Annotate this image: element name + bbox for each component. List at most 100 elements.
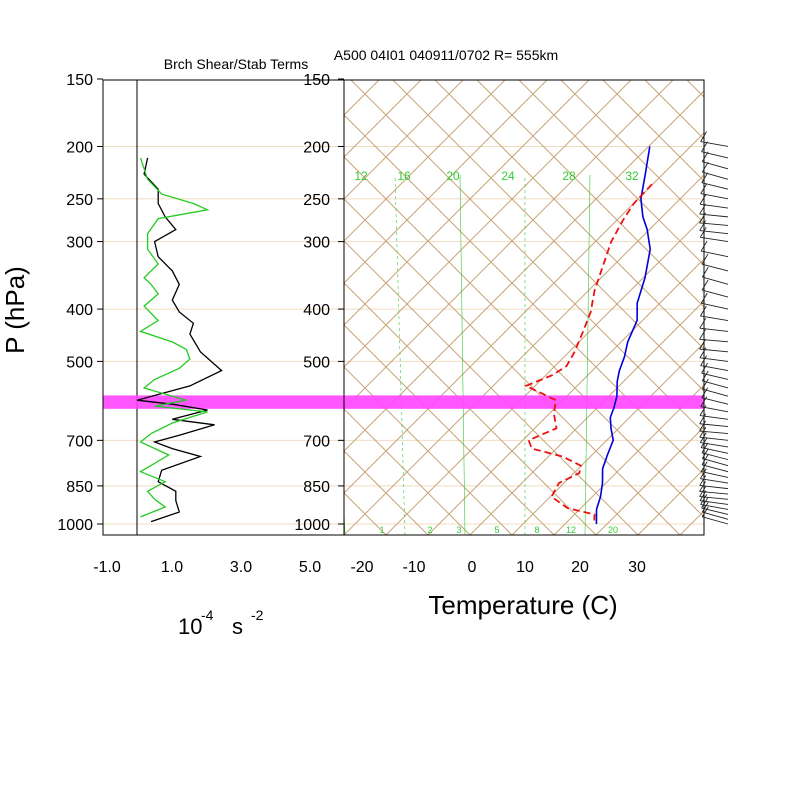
dry-adiabat-line [344, 408, 471, 535]
wind-barb-flag [699, 338, 706, 350]
mixing-ratio-label: 12 [566, 525, 576, 535]
dry-adiabat-line [344, 198, 681, 535]
wind-barb-flag [701, 454, 709, 465]
wind-barb-flag [699, 227, 707, 238]
mixing-ratio-label: 1 [379, 525, 384, 535]
x-axis-title-shear: 10 -4 s -2 [178, 607, 264, 639]
wind-barb-flag [699, 468, 707, 479]
wind-barb-staff [700, 141, 729, 147]
dry-adiabat-line [344, 156, 704, 518]
dry-adiabat-line [392, 80, 704, 392]
isotherm-line [344, 80, 632, 368]
units-base: 10 [178, 614, 202, 639]
shear-x-tick-label: -1.0 [93, 559, 121, 576]
right-panel-frame [343, 79, 705, 536]
units-seconds-exponent: -2 [251, 607, 264, 623]
isotherm-line [344, 90, 704, 452]
temperature-x-tick-label: 30 [628, 559, 646, 576]
pressure-tick-label: 150 [66, 72, 93, 89]
wind-barb-flag [699, 193, 707, 205]
dry-adiabat-line [602, 80, 704, 182]
panel-frames [102, 79, 705, 536]
wind-barb-staff [700, 315, 729, 321]
wind-barb-staff [702, 511, 729, 520]
shear-x-tick-label: 1.0 [161, 559, 183, 576]
wind-barb-flag [701, 362, 708, 374]
units-seconds: s [232, 614, 243, 639]
wind-barb-flag [699, 475, 707, 486]
wind-barb-flag [699, 220, 707, 231]
wind-barb-flag [701, 172, 709, 183]
wind-barb-flag [701, 448, 709, 459]
wind-barb-flag [699, 329, 706, 340]
y-axis-title: P (hPa) [0, 266, 30, 354]
wind-barb-flag [699, 481, 706, 492]
mixing-ratio-label: 8 [534, 525, 539, 535]
pressure-tick-label: 1000 [57, 517, 93, 534]
isotherm-line [344, 132, 704, 494]
isotherm-line [385, 216, 704, 535]
wind-barb-flag [699, 420, 706, 432]
isotherm-line [344, 174, 704, 535]
isotherm-line [595, 426, 704, 535]
x-axis-title-temperature: Temperature (C) [428, 590, 617, 620]
dry-adiabat-line [344, 324, 555, 535]
mixing-ratio-label: 20 [608, 525, 618, 535]
wind-barb-flag [701, 387, 709, 398]
shear-stab-series [136, 157, 223, 523]
wind-barb-flag [701, 442, 709, 454]
isotherm-line [344, 80, 674, 410]
wind-barb-flag [699, 490, 707, 501]
dry-adiabat-line [350, 80, 704, 434]
wind-barb-flag [700, 240, 708, 252]
wind-barb-flag [699, 212, 706, 224]
wind-barb-staff [702, 161, 729, 170]
wind-barb-staff [700, 250, 729, 258]
right-panel-title: A500 04I01 040911/0702 R= 555km [334, 47, 558, 63]
wind-barb-flag [700, 355, 708, 366]
wind-barb-staff [699, 430, 729, 434]
mixing-ratio-label: 32 [625, 169, 639, 183]
mixing-ratio-line [394, 174, 406, 535]
temperature-x-tick-label: 20 [571, 559, 589, 576]
pressure-tick-label: 700 [66, 433, 93, 450]
wind-barb-flag [701, 506, 709, 518]
shear-x-tick-label: 5.0 [299, 559, 321, 576]
wind-barb-flag [701, 141, 708, 152]
shear-x-tick-label: 3.0 [230, 559, 252, 576]
pressure-tick-label: 1000 [294, 517, 330, 534]
skewt-series [523, 146, 653, 525]
wind-barb-flag [701, 253, 709, 265]
mixing-ratio-line [584, 174, 591, 535]
wind-barb-staff [702, 276, 729, 285]
wind-barb-flag [699, 317, 707, 329]
pressure-tick-label: 200 [66, 139, 93, 156]
mixing-ratio-label: 24 [501, 169, 515, 183]
wind-barb-staff [699, 491, 729, 495]
isotherm-line [553, 384, 704, 535]
wind-barb-flag [701, 266, 709, 278]
wind-barb-staff [701, 289, 729, 298]
left-panel-grid [103, 80, 344, 535]
dry-adiabat-line [344, 366, 513, 535]
wind-barb-flag [701, 370, 709, 382]
wind-barb-flag [701, 501, 709, 513]
dry-adiabat-line [344, 114, 704, 476]
temperature-x-tick-label: 10 [516, 559, 534, 576]
dry-adiabat-line [434, 80, 704, 350]
wind-barb-flag [699, 347, 707, 358]
pressure-tick-label: 250 [66, 192, 93, 209]
wind-barb-staff [701, 471, 729, 478]
wind-barb-flag [701, 151, 709, 162]
wind-barb-flag [700, 396, 708, 407]
wind-barb-flag [699, 405, 707, 416]
temperature-x-tick-label: -20 [350, 559, 373, 576]
wind-barb-staff [699, 423, 729, 427]
wind-barb-staff [700, 503, 729, 510]
wind-barb-flag [699, 426, 707, 438]
wind-barb-staff [700, 478, 729, 484]
mixing-ratio-label: 3 [456, 525, 461, 535]
dry-adiabat-line [518, 80, 704, 266]
